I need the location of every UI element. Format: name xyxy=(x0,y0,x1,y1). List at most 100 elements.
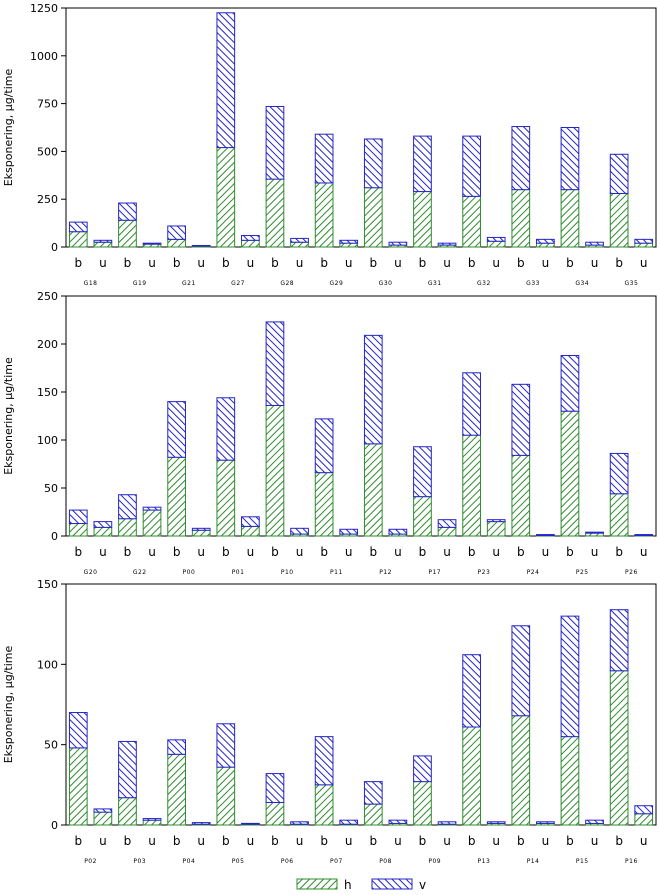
group-label: P07 xyxy=(330,858,343,865)
bar-v-G33-b xyxy=(511,126,531,191)
y-tick-label: 100 xyxy=(37,434,58,447)
group-label: P08 xyxy=(379,858,392,865)
bar-v-G35-u xyxy=(634,238,654,244)
group-label: G30 xyxy=(379,280,393,287)
bar-v-P00-u xyxy=(191,527,211,531)
group-label: P09 xyxy=(428,858,441,865)
bar-h-G18-b xyxy=(68,231,88,248)
group-label: P03 xyxy=(133,858,146,865)
subcategory-label: u xyxy=(247,545,255,559)
subcategory-label: b xyxy=(222,834,230,848)
bar-v-P04-u xyxy=(191,822,211,825)
subcategory-label: u xyxy=(492,256,500,270)
bar-v-P07-b xyxy=(314,736,334,786)
bar-v-P23-b xyxy=(462,372,481,436)
subcategory-label: u xyxy=(542,545,550,559)
subcategory-label: u xyxy=(591,256,599,270)
subcategory-label: u xyxy=(99,256,107,270)
subcategory-label: u xyxy=(345,545,353,559)
bar-h-P16-b xyxy=(609,670,629,826)
subcategory-label: b xyxy=(222,545,230,559)
group-label: P23 xyxy=(478,569,491,576)
subcategory-label: b xyxy=(271,256,279,270)
legend-swatch-h xyxy=(296,878,338,890)
bar-v-P05-u xyxy=(241,822,260,825)
subcategory-label: b xyxy=(615,256,623,270)
bar-v-P15-u xyxy=(585,819,604,824)
subcategory-label: u xyxy=(443,545,451,559)
plot-frame xyxy=(65,295,657,537)
bar-h-G18-u xyxy=(93,241,113,248)
legend-label-h: h xyxy=(344,878,352,892)
subcategory-label: b xyxy=(124,545,132,559)
subcategory-label: b xyxy=(566,834,574,848)
bar-h-P01-b xyxy=(216,459,236,537)
bar-v-G30-u xyxy=(388,241,408,246)
bar-h-P05-b xyxy=(216,766,236,826)
subcategory-label: u xyxy=(640,834,648,848)
bar-h-P02-b xyxy=(68,747,88,826)
subcategory-label: u xyxy=(99,834,107,848)
bar-h-P26-b xyxy=(609,493,629,537)
bar-h-P23-b xyxy=(462,434,481,537)
subcategory-label: b xyxy=(271,834,279,848)
bar-v-P16-b xyxy=(609,609,629,672)
subcategory-label: b xyxy=(419,256,427,270)
bar-v-P01-u xyxy=(241,516,260,527)
subcategory-label: u xyxy=(345,256,353,270)
y-tick-label: 150 xyxy=(37,386,58,399)
bar-h-G22-b xyxy=(118,518,137,537)
subcategory-label: u xyxy=(443,256,451,270)
bar-h-G19-b xyxy=(118,219,137,248)
group-label: G33 xyxy=(526,280,540,287)
subcategory-label: u xyxy=(640,256,648,270)
group-label: P26 xyxy=(625,569,638,576)
subcategory-label: u xyxy=(197,834,205,848)
group-label: G29 xyxy=(330,280,344,287)
subcategory-label: b xyxy=(517,545,525,559)
group-label: G28 xyxy=(280,280,294,287)
bar-v-P11-b xyxy=(314,418,334,474)
subcategory-label: b xyxy=(468,545,476,559)
bar-v-G27-u xyxy=(241,235,260,241)
bar-v-P24-b xyxy=(511,383,531,456)
panel-2: 0 50 100 150 200 250 Eksponering, µg/time b u b u b… xyxy=(2,290,657,576)
subcategory-label: b xyxy=(173,834,181,848)
bar-h-G20-b xyxy=(68,523,88,537)
group-label: P24 xyxy=(527,569,540,576)
subcategory-label: b xyxy=(419,834,427,848)
subcategory-label: b xyxy=(173,545,181,559)
bar-h-G29-b xyxy=(314,182,334,248)
group-label: P25 xyxy=(576,569,589,576)
y-tick-label: 250 xyxy=(37,193,58,206)
bar-v-P10-u xyxy=(290,527,309,535)
bar-h-P09-b xyxy=(413,781,432,826)
subcategory-label: u xyxy=(591,834,599,848)
subcategory-label: u xyxy=(492,834,500,848)
subcategory-label: b xyxy=(222,256,230,270)
bar-v-G32-u xyxy=(486,236,506,242)
bar-h-P15-b xyxy=(560,736,580,826)
bar-h-P03-u xyxy=(142,819,162,826)
bar-v-G31-b xyxy=(413,135,432,193)
bar-v-P02-u xyxy=(93,808,113,813)
subcategory-label: u xyxy=(394,256,402,270)
bar-v-P03-b xyxy=(118,740,137,799)
bar-v-G27-b xyxy=(216,12,236,149)
group-label: P02 xyxy=(84,858,97,865)
bar-v-P08-u xyxy=(388,819,408,824)
bar-h-G33-u xyxy=(536,242,555,248)
y-tick-label: 50 xyxy=(44,482,58,495)
subcategory-label: b xyxy=(124,256,132,270)
bar-h-G35-u xyxy=(634,242,654,248)
bar-h-P01-u xyxy=(241,525,260,537)
group-label: P15 xyxy=(576,858,589,865)
bar-v-P10-b xyxy=(265,321,285,406)
bar-h-G21-b xyxy=(167,238,186,248)
subcategory-label: b xyxy=(468,256,476,270)
bar-h-G32-b xyxy=(462,195,481,248)
subcategory-label: b xyxy=(566,545,574,559)
subcategory-label: u xyxy=(443,834,451,848)
subcategory-label: u xyxy=(640,545,648,559)
